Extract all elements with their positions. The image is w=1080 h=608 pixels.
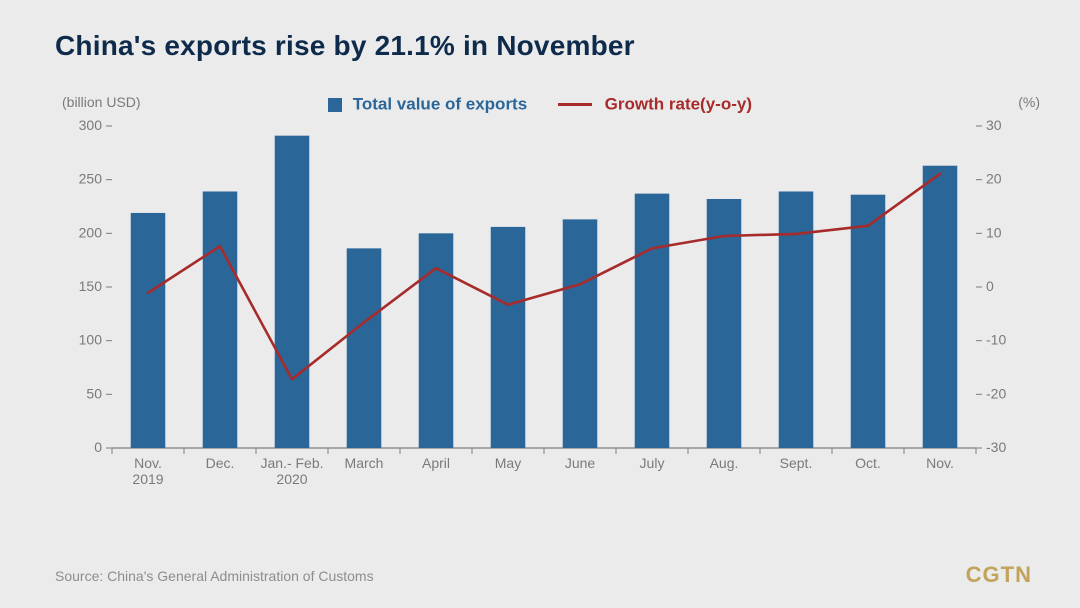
category-label: Aug. bbox=[710, 455, 739, 471]
left-tick-label: 250 bbox=[79, 171, 103, 187]
left-tick-label: 0 bbox=[94, 439, 102, 455]
bar bbox=[275, 136, 310, 448]
category-label: March bbox=[345, 455, 384, 471]
right-tick-label: 0 bbox=[986, 278, 994, 294]
category-label: Nov. bbox=[134, 455, 162, 471]
category-label: 2020 bbox=[276, 471, 307, 487]
legend-bars-label: Total value of exports bbox=[353, 95, 527, 114]
right-tick-label: 30 bbox=[986, 117, 1002, 133]
left-tick-label: 200 bbox=[79, 224, 103, 240]
category-label: Oct. bbox=[855, 455, 881, 471]
left-tick-label: 50 bbox=[86, 385, 102, 401]
left-tick-label: 150 bbox=[79, 278, 103, 294]
chart-title: China's exports rise by 21.1% in Novembe… bbox=[55, 30, 635, 62]
right-tick-label: 20 bbox=[986, 171, 1002, 187]
category-label: May bbox=[495, 455, 521, 471]
bar bbox=[851, 195, 886, 448]
category-label: July bbox=[640, 455, 665, 471]
left-tick-label: 100 bbox=[79, 332, 103, 348]
category-label: Sept. bbox=[780, 455, 813, 471]
growth-line bbox=[148, 174, 940, 379]
bar bbox=[347, 248, 382, 448]
bar bbox=[419, 233, 454, 448]
category-label: April bbox=[422, 455, 450, 471]
right-tick-label: 10 bbox=[986, 224, 1002, 240]
bar bbox=[491, 227, 526, 448]
bar bbox=[203, 191, 238, 448]
line-swatch-icon bbox=[558, 103, 592, 106]
chart-svg: 050100150200250300-30-20-100102030Nov.20… bbox=[60, 112, 1020, 512]
bar bbox=[779, 191, 814, 448]
legend-line-label: Growth rate(y-o-y) bbox=[605, 95, 752, 114]
source-label: Source: China's General Administration o… bbox=[55, 568, 374, 584]
bar-swatch-icon bbox=[328, 98, 342, 112]
right-tick-label: -10 bbox=[986, 332, 1006, 348]
right-tick-label: -20 bbox=[986, 385, 1006, 401]
bar bbox=[635, 194, 670, 448]
chart-area: 050100150200250300-30-20-100102030Nov.20… bbox=[60, 112, 1020, 512]
right-tick-label: -30 bbox=[986, 439, 1006, 455]
left-tick-label: 300 bbox=[79, 117, 103, 133]
category-label: June bbox=[565, 455, 596, 471]
category-label: Dec. bbox=[206, 455, 235, 471]
bar bbox=[923, 166, 958, 448]
brand-logo: CGTN bbox=[966, 562, 1032, 588]
bar bbox=[131, 213, 166, 448]
category-label: Jan.- Feb. bbox=[260, 455, 323, 471]
bar bbox=[563, 219, 598, 448]
category-label: 2019 bbox=[132, 471, 163, 487]
category-label: Nov. bbox=[926, 455, 954, 471]
